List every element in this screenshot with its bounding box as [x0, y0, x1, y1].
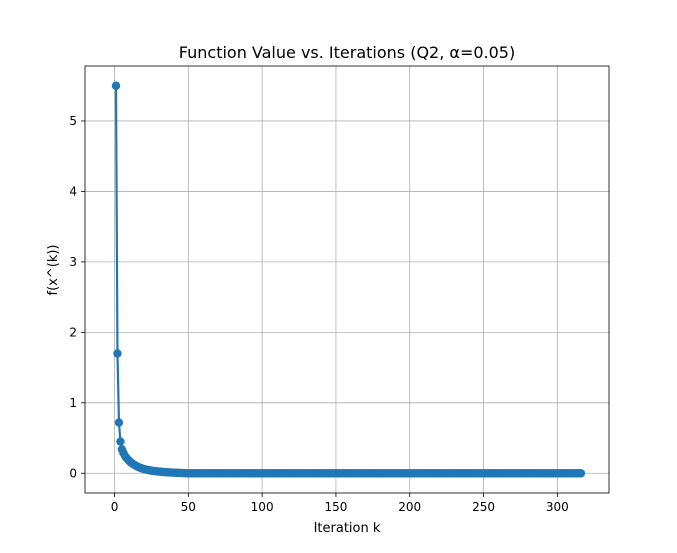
y-tick-label: 5 [69, 114, 77, 128]
y-axis: 0 1 2 3 4 5 [69, 114, 85, 480]
y-tick-label: 4 [69, 184, 77, 198]
y-tick-label: 0 [69, 466, 77, 480]
data-point [111, 81, 121, 90]
x-tick-label: 300 [546, 500, 569, 514]
data-point [114, 418, 124, 427]
y-tick-label: 1 [69, 396, 77, 410]
y-tick-label: 2 [69, 325, 77, 339]
data-point [576, 469, 586, 478]
x-tick-label: 0 [111, 500, 119, 514]
data-point [116, 437, 125, 446]
data-point [113, 349, 122, 358]
y-axis-label: f(x^(k)) [46, 245, 61, 296]
x-tick-label: 100 [251, 500, 274, 514]
y-tick-label: 3 [69, 255, 77, 269]
x-axis: 0 50 100 150 200 250 300 [111, 493, 569, 514]
series-layer [111, 81, 586, 478]
x-tick-label: 50 [181, 500, 196, 514]
x-axis-label: Iteration k [314, 521, 381, 536]
plot-frame [84, 65, 610, 494]
x-tick-label: 250 [472, 500, 495, 514]
x-tick-label: 150 [324, 500, 347, 514]
chart-title: Function Value vs. Iterations (Q2, α=0.0… [179, 43, 515, 62]
x-tick-label: 200 [398, 500, 421, 514]
